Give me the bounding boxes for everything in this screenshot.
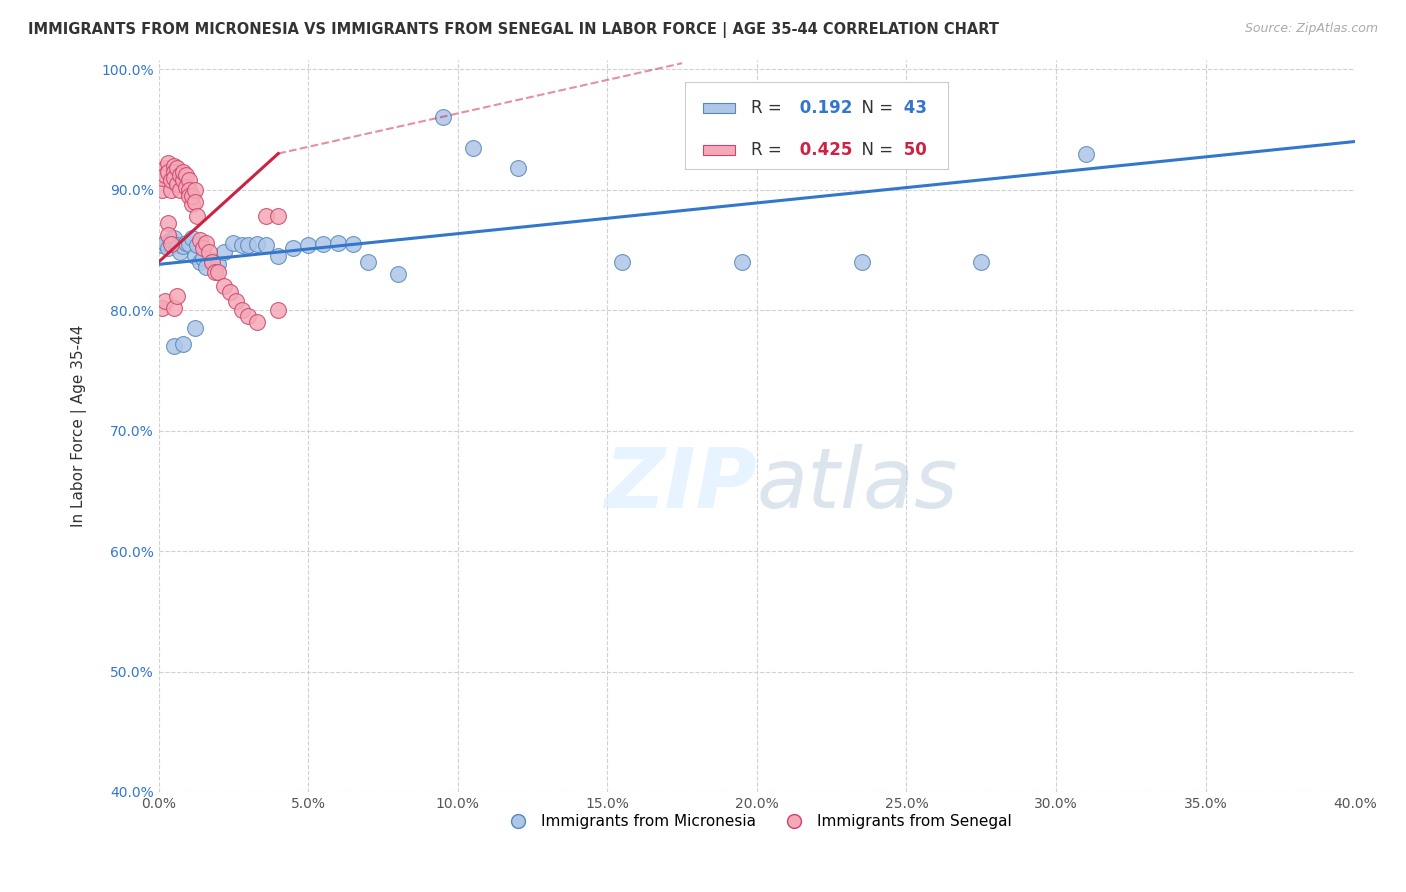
Point [159,236,181,251]
Text: atlas: atlas [756,444,959,524]
Point [183,183,205,197]
Point [150,238,173,252]
Point [193,252,215,266]
Point [162,301,184,315]
Point [190,233,212,247]
Point [169,245,191,260]
Point [174,235,197,250]
Point [162,339,184,353]
Point [198,245,221,260]
Point [162,170,184,185]
Point [153,161,176,175]
Point [159,173,181,187]
Point [162,164,184,178]
Point [183,249,205,263]
Point [177,173,200,187]
Point [172,173,194,187]
Point [166,161,188,175]
Point [214,245,236,260]
Y-axis label: In Labor Force | Age 35-44: In Labor Force | Age 35-44 [72,325,87,527]
Point [172,239,194,253]
Text: Source: ZipAtlas.com: Source: ZipAtlas.com [1244,22,1378,36]
Point [231,303,253,318]
Point [177,188,200,202]
Point [612,255,634,269]
Point [222,235,245,250]
Point [312,236,335,251]
Point [162,231,184,245]
Text: ZIP: ZIP [605,444,756,524]
Point [156,216,179,230]
Point [174,168,197,182]
Point [342,236,364,251]
Point [156,156,179,170]
Point [283,240,305,254]
Point [207,264,229,278]
Point [432,111,454,125]
Point [506,161,529,175]
Point [204,264,226,278]
Point [180,197,202,211]
Point [193,240,215,254]
Point [267,303,290,318]
Point [183,194,205,209]
Point [214,279,236,293]
Point [186,238,208,252]
Point [177,236,200,251]
Point [207,257,229,271]
Point [162,159,184,173]
Point [153,168,176,182]
Point [246,236,269,251]
Legend: Immigrants from Micronesia, Immigrants from Senegal: Immigrants from Micronesia, Immigrants f… [496,808,1018,836]
Point [156,164,179,178]
Point [190,255,212,269]
Point [169,168,191,182]
Point [172,164,194,178]
Point [166,238,188,252]
Point [159,183,181,197]
Point [180,231,202,245]
Point [201,255,224,269]
Point [177,183,200,197]
Point [851,255,873,269]
Point [195,235,218,250]
Point [219,285,242,299]
Point [153,235,176,250]
Point [238,238,260,252]
Point [970,255,993,269]
Point [254,238,277,252]
Point [225,293,247,308]
Point [201,252,224,267]
Point [183,321,205,335]
Point [153,293,176,308]
Point [387,267,409,281]
Point [238,309,260,323]
Point [254,209,277,223]
Point [159,233,181,247]
Point [150,301,173,315]
Point [150,183,173,197]
Text: IMMIGRANTS FROM MICRONESIA VS IMMIGRANTS FROM SENEGAL IN LABOR FORCE | AGE 35-44: IMMIGRANTS FROM MICRONESIA VS IMMIGRANTS… [28,22,1000,38]
Point [461,140,484,154]
Point [169,183,191,197]
Point [172,337,194,351]
Point [174,180,197,194]
Point [1074,146,1097,161]
Point [150,170,173,185]
Point [357,255,380,269]
Point [326,235,349,250]
Point [186,209,208,223]
Point [166,288,188,302]
Point [231,238,253,252]
Point [267,249,290,263]
Point [297,238,319,252]
Point [195,260,218,274]
Point [156,228,179,243]
Point [180,188,202,202]
Point [731,255,754,269]
Point [156,240,179,254]
Point [166,177,188,191]
Point [267,209,290,223]
Point [246,315,269,329]
